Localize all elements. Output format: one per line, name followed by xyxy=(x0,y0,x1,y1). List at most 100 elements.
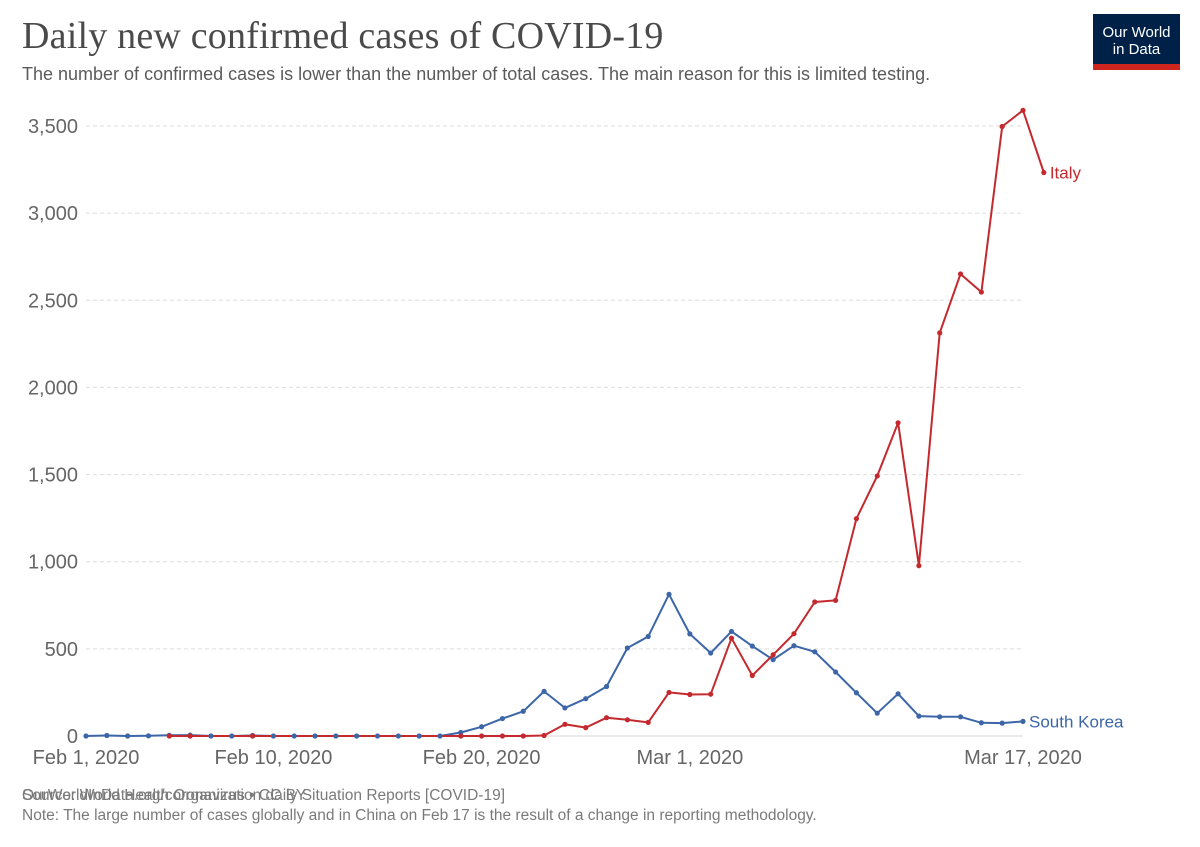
data-point-italy xyxy=(999,123,1005,130)
x-tick-label: Mar 17, 2020 xyxy=(964,747,1082,769)
x-tick-label: Feb 1, 2020 xyxy=(33,747,140,769)
data-point-italy xyxy=(458,733,464,739)
data-point-south-korea xyxy=(270,733,276,739)
data-point-italy xyxy=(479,733,485,739)
data-point-south-korea xyxy=(291,733,297,739)
data-point-south-korea xyxy=(1020,718,1026,724)
data-point-south-korea xyxy=(812,649,818,655)
data-point-italy xyxy=(874,473,880,479)
data-point-south-korea xyxy=(333,733,339,739)
data-point-italy xyxy=(957,271,964,277)
data-point-italy xyxy=(583,725,589,731)
series-line-italy xyxy=(169,109,1045,737)
data-point-south-korea xyxy=(749,643,755,649)
data-point-south-korea xyxy=(770,657,776,663)
data-point-italy xyxy=(833,597,839,604)
data-point-italy xyxy=(749,672,755,679)
data-point-italy xyxy=(499,733,506,739)
data-point-south-korea xyxy=(666,591,672,597)
data-point-south-korea xyxy=(354,733,360,739)
data-point-south-korea xyxy=(603,683,610,690)
data-point-italy xyxy=(562,721,568,727)
data-point-italy xyxy=(541,732,547,739)
data-point-south-korea xyxy=(895,691,901,697)
y-tick-label: 1,500 xyxy=(28,465,78,487)
data-point-south-korea xyxy=(145,733,152,739)
data-point-italy xyxy=(645,719,651,726)
series-points xyxy=(83,107,1047,739)
data-point-italy xyxy=(603,715,610,721)
source-note: Source: World Health Organization daily … xyxy=(22,787,506,804)
data-point-south-korea xyxy=(499,715,506,722)
data-point-south-korea xyxy=(687,631,693,637)
data-point-italy xyxy=(978,289,984,295)
data-point-italy xyxy=(187,733,193,739)
data-point-south-korea xyxy=(937,714,943,720)
series-labels: South Korea Italy xyxy=(1029,164,1124,732)
x-axis-tick-labels: Feb 1, 2020 Feb 10, 2020 Feb 20, 2020 Mar 1… xyxy=(33,747,1082,769)
data-point-south-korea xyxy=(83,733,89,739)
data-point-italy xyxy=(812,599,818,605)
data-point-italy xyxy=(520,733,526,739)
data-point-italy xyxy=(770,652,776,658)
owid-logo[interactable]: Our World in Data xyxy=(1093,14,1180,70)
data-point-south-korea xyxy=(562,705,568,711)
data-point-italy xyxy=(791,631,797,637)
data-point-italy xyxy=(853,516,860,522)
x-tick-label: Feb 10, 2020 xyxy=(214,747,332,769)
data-point-south-korea xyxy=(728,628,735,635)
data-point-south-korea xyxy=(916,713,922,719)
data-point-italy xyxy=(624,717,630,723)
series-label-south-korea: South Korea xyxy=(1029,712,1124,731)
data-point-italy xyxy=(937,330,943,336)
y-tick-label: 3,000 xyxy=(28,203,78,225)
data-point-south-korea xyxy=(479,724,485,730)
data-point-south-korea xyxy=(583,696,589,702)
data-point-italy xyxy=(1020,107,1026,113)
y-tick-label: 1,000 xyxy=(28,552,78,574)
data-point-italy xyxy=(916,563,922,569)
chart-title: Daily new confirmed cases of COVID-19 xyxy=(22,15,664,57)
chart-subtitle: The number of confirmed cases is lower t… xyxy=(22,64,931,84)
y-tick-label: 0 xyxy=(67,726,78,748)
data-point-italy xyxy=(895,420,901,426)
data-point-south-korea xyxy=(104,732,110,739)
y-tick-label: 2,000 xyxy=(28,377,78,399)
data-point-italy xyxy=(708,691,714,697)
x-tick-label: Mar 1, 2020 xyxy=(636,747,743,769)
credit-link[interactable]: OurWorldInData.org/coronavirus • CC BY xyxy=(22,787,307,804)
data-point-south-korea xyxy=(520,708,526,714)
data-point-south-korea xyxy=(957,714,964,720)
data-point-italy xyxy=(249,733,256,739)
data-point-south-korea xyxy=(125,733,131,739)
data-point-south-korea xyxy=(708,650,714,656)
data-point-italy xyxy=(1041,169,1047,176)
data-point-south-korea xyxy=(999,720,1005,726)
y-tick-label: 2,500 xyxy=(28,290,78,312)
data-point-italy xyxy=(666,689,672,696)
logo-line-2: in Data xyxy=(1112,41,1161,58)
data-point-south-korea xyxy=(208,733,214,739)
data-point-south-korea xyxy=(416,733,422,739)
methodology-note: Note: The large number of cases globally… xyxy=(22,807,817,824)
data-point-south-korea xyxy=(978,720,984,726)
y-tick-label: 500 xyxy=(45,639,78,661)
y-tick-label: 3,500 xyxy=(28,116,78,138)
data-point-south-korea xyxy=(645,633,651,640)
series-label-italy: Italy xyxy=(1050,164,1082,183)
y-axis-tick-labels: 0 500 1,000 1,500 2,000 2,500 3,000 3,500 xyxy=(28,116,78,748)
logo-line-1: Our World xyxy=(1102,24,1171,41)
data-point-south-korea xyxy=(624,645,630,651)
x-tick-label: Feb 20, 2020 xyxy=(423,747,541,769)
data-point-south-korea xyxy=(437,733,443,739)
data-point-south-korea xyxy=(374,733,381,739)
data-point-south-korea xyxy=(312,733,318,739)
data-point-italy xyxy=(687,691,693,698)
data-point-south-korea xyxy=(853,690,860,696)
data-point-south-korea xyxy=(395,733,401,739)
data-point-south-korea xyxy=(791,643,797,649)
logo-accent-bar xyxy=(1093,64,1180,70)
series-lines xyxy=(85,109,1045,737)
series-line-south-korea xyxy=(85,593,1024,737)
